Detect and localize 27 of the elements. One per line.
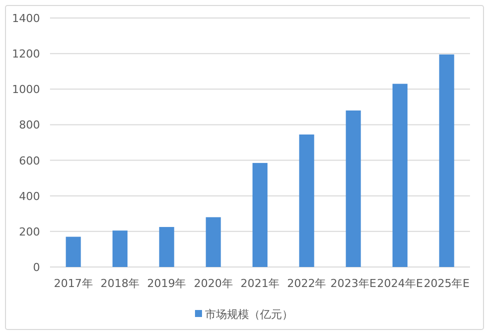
bar [392, 84, 408, 267]
x-tick-label: 2024年E [377, 277, 424, 290]
x-tick-label: 2021年 [240, 277, 280, 290]
bar [252, 162, 268, 267]
y-tick-label: 800 [19, 118, 40, 132]
bar [346, 110, 361, 267]
y-tick-label: 200 [19, 225, 40, 238]
bar [439, 54, 454, 267]
y-tick-label: 600 [19, 154, 40, 168]
bar [112, 230, 128, 267]
y-tick-label: 1400 [12, 12, 40, 25]
bar [66, 236, 81, 267]
bar [206, 217, 221, 267]
y-tick-label: 1200 [12, 48, 40, 61]
y-tick-label: 0 [33, 261, 40, 274]
legend-label: 市场规模（亿元） [205, 308, 293, 321]
bar [299, 134, 314, 267]
x-tick-label: 2020年 [194, 277, 233, 290]
x-tick-label: 2017年 [54, 277, 93, 290]
x-tick-label: 2019年 [147, 277, 186, 290]
y-tick-label: 400 [19, 190, 40, 203]
y-tick-label: 1000 [12, 83, 40, 96]
x-tick-label: 2018年 [100, 277, 140, 290]
x-tick-label: 2023年E [330, 277, 376, 290]
x-tick-label: 2025年E [424, 277, 470, 290]
bar [159, 226, 174, 267]
x-tick-label: 2022年 [287, 277, 326, 290]
